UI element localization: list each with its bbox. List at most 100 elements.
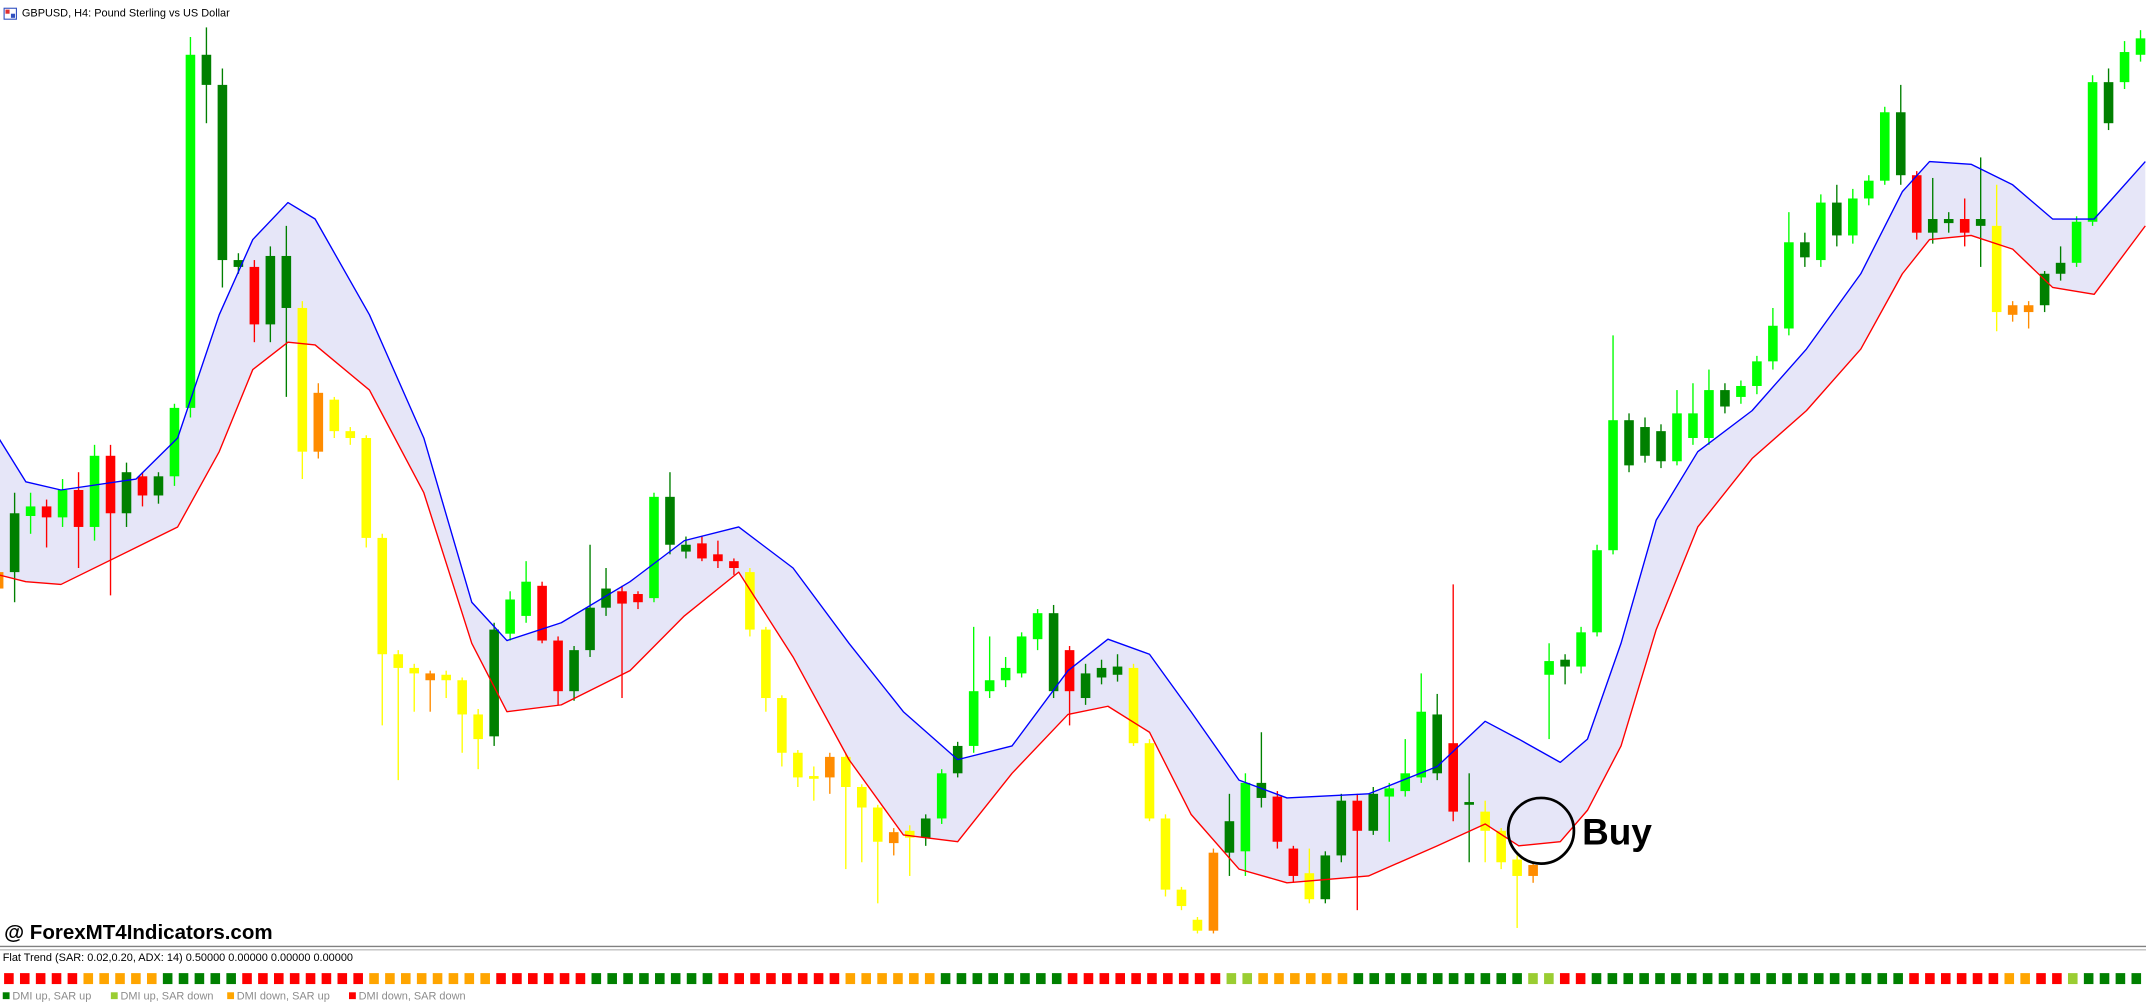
candle-body [297, 307, 308, 452]
state-square [1575, 973, 1586, 985]
state-square [1940, 973, 1951, 985]
state-square [1083, 973, 1094, 985]
candle-body [1368, 793, 1379, 831]
candle-body [1416, 711, 1427, 778]
state-square [1591, 973, 1602, 985]
candle-body [201, 54, 212, 85]
state-square [893, 973, 903, 985]
candle-body [1160, 818, 1171, 890]
state-square [813, 973, 824, 985]
state-square [1210, 973, 1221, 985]
candle-body [1640, 427, 1650, 456]
state-square [385, 973, 395, 985]
state-square [1528, 973, 1538, 985]
watermark: @ ForexMT4Indicators.com [4, 921, 273, 944]
candle-body [1608, 420, 1618, 551]
state-square [1988, 973, 1999, 985]
candle-body [1384, 788, 1395, 797]
state-square [543, 973, 554, 985]
candle-body [441, 674, 451, 681]
state-square [1750, 973, 1761, 985]
state-square [194, 973, 205, 985]
state-square [99, 973, 109, 985]
state-square [1353, 973, 1364, 985]
candle-body [1688, 413, 1698, 438]
candle-body [2103, 82, 2114, 124]
state-square [1766, 973, 1776, 985]
legend-label: DMI up, SAR up [12, 990, 91, 1002]
candle-body [2023, 305, 2034, 313]
state-square [1512, 973, 1522, 985]
state-square [2083, 973, 2094, 985]
state-square [750, 973, 760, 985]
candle-body [345, 431, 356, 438]
candle-body [1959, 219, 1970, 233]
window-icon [3, 7, 17, 20]
candle-body [1448, 743, 1458, 812]
state-square [1639, 973, 1649, 985]
state-square [591, 973, 602, 985]
candle-body [217, 84, 228, 261]
candle-body [409, 667, 420, 674]
state-square [1305, 973, 1316, 985]
state-square [1147, 973, 1157, 985]
candle-body [185, 54, 196, 408]
candle-body [1864, 180, 1874, 199]
legend-label: DMI down, SAR down [359, 990, 466, 1002]
state-square [1877, 973, 1888, 985]
state-square [559, 973, 570, 985]
candle-body [1624, 420, 1634, 466]
state-square [670, 973, 681, 985]
state-square [1036, 973, 1046, 985]
candle-body [281, 255, 292, 308]
state-square [2004, 973, 2015, 985]
candle-body [1432, 714, 1443, 774]
candle-body [1176, 889, 1187, 907]
candle-body [761, 629, 771, 699]
state-square [1702, 973, 1713, 985]
candle-body [1336, 800, 1347, 856]
candle-body [888, 832, 899, 844]
candle-body [57, 489, 68, 518]
state-square [1226, 973, 1237, 985]
candle-body [1112, 666, 1123, 675]
state-square [734, 973, 744, 985]
candle-body [2119, 52, 2130, 83]
candle-body [2071, 221, 2082, 263]
state-square [51, 973, 62, 985]
candle-body [505, 599, 515, 634]
state-square [829, 973, 840, 985]
state-square [1544, 973, 1554, 985]
state-square [1337, 973, 1348, 985]
candle-body [1544, 661, 1554, 675]
candle-body [1927, 219, 1938, 233]
candle-body [793, 752, 803, 778]
state-square [639, 973, 649, 985]
candle-body [1832, 202, 1842, 236]
state-square [1861, 973, 1872, 985]
candle-body [984, 680, 995, 692]
state-square [1480, 973, 1491, 985]
candle-body [1991, 225, 2002, 313]
candle-body [105, 455, 116, 514]
candle-body [1911, 175, 1922, 233]
state-square [1671, 973, 1681, 985]
candle-body [1144, 743, 1155, 819]
state-square [2131, 973, 2142, 985]
candle-body [1320, 855, 1331, 900]
state-square [1813, 973, 1824, 985]
candle-body [1272, 796, 1283, 842]
candle-body [1768, 325, 1778, 362]
candle-body [1304, 873, 1315, 900]
state-square [1496, 973, 1507, 985]
candle-body [1240, 782, 1251, 852]
candle-body [153, 476, 164, 496]
state-square [1131, 973, 1141, 985]
state-square [242, 973, 252, 985]
state-square [416, 973, 427, 985]
state-square [210, 973, 221, 985]
state-square [1448, 973, 1459, 985]
candle-body [249, 266, 260, 325]
legend-swatch [348, 992, 356, 1000]
